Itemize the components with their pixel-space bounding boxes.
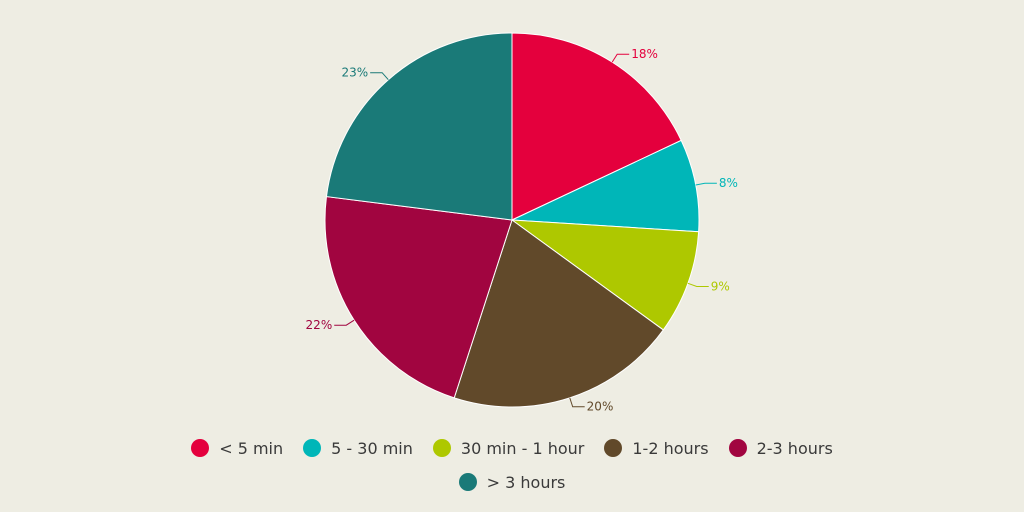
legend-label-lt-5-min: < 5 min <box>219 438 284 458</box>
legend-item-2-3-hours[interactable]: 2-3 hours <box>728 438 833 458</box>
legend-row-2: > 3 hours <box>0 472 1024 492</box>
legend-swatch-5-30-min <box>303 439 322 457</box>
legend-swatch-lt-5-min <box>191 439 210 457</box>
legend-label-30-min-1-hour: 30 min - 1 hour <box>460 438 585 458</box>
legend-label-1-2-hours: 1-2 hours <box>632 438 709 458</box>
leader-line-5-30-min <box>695 182 717 186</box>
leader-line-gt-3-hours <box>370 72 389 81</box>
pct-label-30-min-1-hour: 9% <box>711 280 730 294</box>
legend-item-1-2-hours[interactable]: 1-2 hours <box>604 438 709 458</box>
legend-item-lt-5-min[interactable]: < 5 min <box>191 438 283 458</box>
legend-label-5-30-min: 5 - 30 min <box>331 438 413 458</box>
pie-slice-5-30-min[interactable] <box>511 139 700 233</box>
legend-label-2-3-hours: 2-3 hours <box>756 438 833 458</box>
pie-slice-2-3-hours[interactable] <box>324 196 513 399</box>
legend-item-5-30-min[interactable]: 5 - 30 min <box>303 438 413 458</box>
legend-swatch-2-3-hours <box>728 439 747 457</box>
legend-swatch-gt-3-hours <box>458 473 477 491</box>
legend-swatch-30-min-1-hour <box>432 439 451 457</box>
chart-legend: < 5 min 5 - 30 min 30 min - 1 hour 1-2 h… <box>0 438 1024 492</box>
pie-slice-lt-5-min[interactable] <box>511 32 682 221</box>
pct-label-2-3-hours: 22% <box>306 318 333 332</box>
pct-label-lt-5-min: 18% <box>631 47 658 61</box>
legend-label-gt-3-hours: > 3 hours <box>486 472 566 492</box>
pct-label-5-30-min: 8% <box>719 176 738 190</box>
leader-line-30-min-1-hour <box>687 282 709 288</box>
pie-slice-1-2-hours[interactable] <box>453 219 664 408</box>
legend-item-30-min-1-hour[interactable]: 30 min - 1 hour <box>432 438 585 458</box>
leader-line-lt-5-min <box>611 53 630 63</box>
pct-label-gt-3-hours: 23% <box>341 66 368 80</box>
legend-row-1: < 5 min 5 - 30 min 30 min - 1 hour 1-2 h… <box>0 438 1024 458</box>
leader-line-1-2-hours <box>569 397 585 408</box>
leader-line-2-3-hours <box>334 319 355 326</box>
legend-swatch-1-2-hours <box>604 439 623 457</box>
pct-label-1-2-hours: 20% <box>587 400 614 414</box>
legend-item-gt-3-hours[interactable]: > 3 hours <box>458 472 566 492</box>
pie-slice-gt-3-hours[interactable] <box>325 32 513 221</box>
